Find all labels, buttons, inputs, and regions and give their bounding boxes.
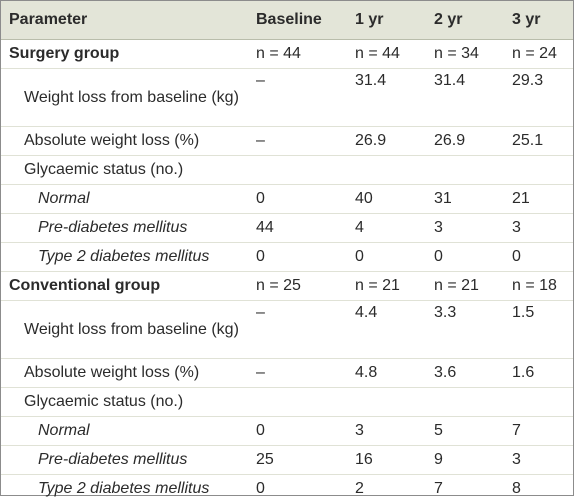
row-label: Glycaemic status (no.) <box>1 155 253 185</box>
value-cell: 25.1 <box>509 126 573 156</box>
value-cell: 0 <box>256 480 265 498</box>
value-cell: 21 <box>509 184 573 214</box>
group-label: Surgery group <box>1 39 253 69</box>
table-row: Absolute weight loss (%) – 4.8 3.6 1.6 <box>1 358 573 388</box>
value-cell: 3 <box>352 416 431 446</box>
row-label: Pre-diabetes mellitus <box>1 445 253 475</box>
row-label: Type 2 diabetes mellitus <box>1 242 253 272</box>
table-row: Glycaemic status (no.) <box>1 155 573 185</box>
value-cell: – <box>253 358 352 388</box>
n-cell: n = 18 <box>509 271 573 301</box>
value-cell: 1.5 <box>509 300 573 359</box>
value-cell: 25 <box>253 445 352 475</box>
table-row: Weight loss from baseline (kg) – 31.4 31… <box>1 68 573 127</box>
table-row: Absolute weight loss (%) – 26.9 26.9 25.… <box>1 126 573 156</box>
value-cell: 26.9 <box>431 126 509 156</box>
value-cell: 3.3 <box>431 300 509 359</box>
value-cell: 16 <box>352 445 431 475</box>
table-row: Normal 0 3 5 7 <box>1 416 573 446</box>
row-label: Pre-diabetes mellitus <box>1 213 253 243</box>
value-cell: 0 <box>431 242 509 272</box>
value-cell: 4.4 <box>352 300 431 359</box>
value-cell: 40 <box>352 184 431 214</box>
header-1yr: 1 yr <box>352 1 431 40</box>
table-row: Weight loss from baseline (kg) – 4.4 3.3… <box>1 300 573 359</box>
value-cell: 3.6 <box>431 358 509 388</box>
header-3yr: 3 yr <box>509 1 573 40</box>
header-baseline: Baseline <box>253 1 352 40</box>
value-cell: 31 <box>431 184 509 214</box>
value-cell: 8 <box>512 480 521 498</box>
header-parameter: Parameter <box>1 1 253 40</box>
n-cell: n = 25 <box>253 271 352 301</box>
n-cell: n = 21 <box>431 271 509 301</box>
value-cell: 1.6 <box>509 358 573 388</box>
group-row-conventional: Conventional group n = 25 n = 21 n = 21 … <box>1 271 573 301</box>
row-label: Absolute weight loss (%) <box>1 358 253 388</box>
table-row: Type 2 diabetes mellitus 0 0 0 0 <box>1 242 573 272</box>
value-cell: 0 <box>253 416 352 446</box>
row-label: Weight loss from baseline (kg) <box>1 300 253 359</box>
n-cell: n = 24 <box>509 39 573 69</box>
value-cell: 3 <box>509 213 573 243</box>
table-row: Glycaemic status (no.) <box>1 387 573 417</box>
value-cell: 44 <box>253 213 352 243</box>
table-row: Type 2 diabetes mellitus 0 2 7 8 <box>1 475 573 504</box>
value-cell: – <box>253 126 352 156</box>
value-cell: 26.9 <box>352 126 431 156</box>
value-cell: 0 <box>509 242 573 272</box>
row-label: Type 2 diabetes mellitus <box>38 480 210 498</box>
value-cell: 31.4 <box>431 68 509 127</box>
n-cell: n = 34 <box>431 39 509 69</box>
value-cell: 4.8 <box>352 358 431 388</box>
value-cell: 31.4 <box>352 68 431 127</box>
group-row-surgery: Surgery group n = 44 n = 44 n = 34 n = 2… <box>1 39 573 69</box>
header-2yr: 2 yr <box>431 1 509 40</box>
value-cell: – <box>253 300 352 359</box>
value-cell: 2 <box>355 480 364 498</box>
value-cell: 3 <box>509 445 573 475</box>
value-cell: 9 <box>431 445 509 475</box>
value-cell: 3 <box>431 213 509 243</box>
table-row: Pre-diabetes mellitus 44 4 3 3 <box>1 213 573 243</box>
n-cell: n = 44 <box>352 39 431 69</box>
value-cell: 0 <box>352 242 431 272</box>
header-row: Parameter Baseline 1 yr 2 yr 3 yr <box>1 1 573 40</box>
value-cell: 0 <box>253 242 352 272</box>
row-label: Normal <box>1 416 253 446</box>
table-row: Pre-diabetes mellitus 25 16 9 3 <box>1 445 573 475</box>
value-cell: 4 <box>352 213 431 243</box>
value-cell: 0 <box>253 184 352 214</box>
row-label: Normal <box>1 184 253 214</box>
value-cell: 5 <box>431 416 509 446</box>
value-cell: 7 <box>509 416 573 446</box>
value-cell: 7 <box>434 480 443 498</box>
row-label: Weight loss from baseline (kg) <box>1 68 253 127</box>
table-row: Normal 0 40 31 21 <box>1 184 573 214</box>
value-cell: – <box>253 68 352 127</box>
n-cell: n = 21 <box>352 271 431 301</box>
value-cell: 29.3 <box>509 68 573 127</box>
n-cell: n = 44 <box>253 39 352 69</box>
row-label: Glycaemic status (no.) <box>1 387 253 417</box>
row-label: Absolute weight loss (%) <box>1 126 253 156</box>
group-label: Conventional group <box>1 271 253 301</box>
